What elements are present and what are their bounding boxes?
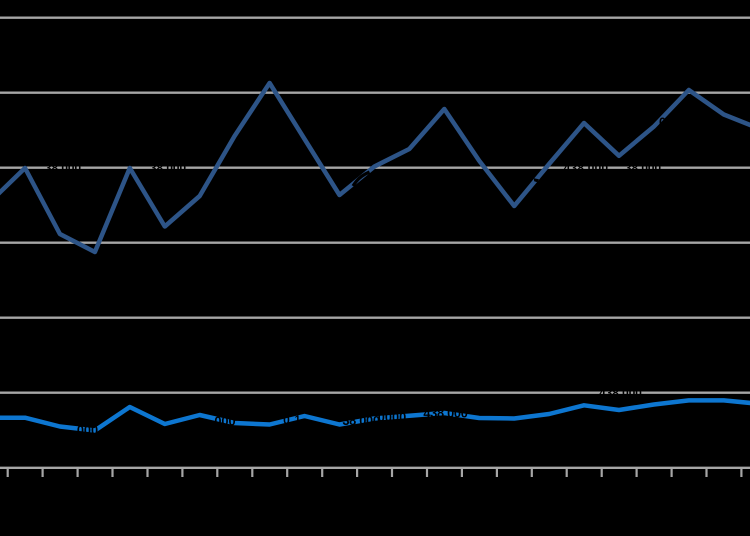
svg-text:438 000: 438 000 (564, 161, 609, 175)
svg-text:1: 1 (294, 414, 300, 426)
svg-text:0: 0 (283, 413, 290, 427)
svg-text:38 000: 38 000 (150, 161, 187, 175)
svg-text:000: 000 (77, 423, 98, 438)
svg-text:000: 000 (214, 413, 235, 428)
svg-text:38 000: 38 000 (625, 161, 662, 175)
svg-text:0000: 0000 (378, 410, 406, 425)
svg-text:8: 8 (461, 144, 468, 158)
svg-text:0: 0 (659, 115, 666, 129)
svg-text:438 000: 438 000 (599, 386, 642, 400)
svg-text:38 000: 38 000 (45, 161, 82, 175)
svg-text:38 000: 38 000 (342, 413, 380, 428)
svg-text:438 000: 438 000 (423, 406, 467, 421)
